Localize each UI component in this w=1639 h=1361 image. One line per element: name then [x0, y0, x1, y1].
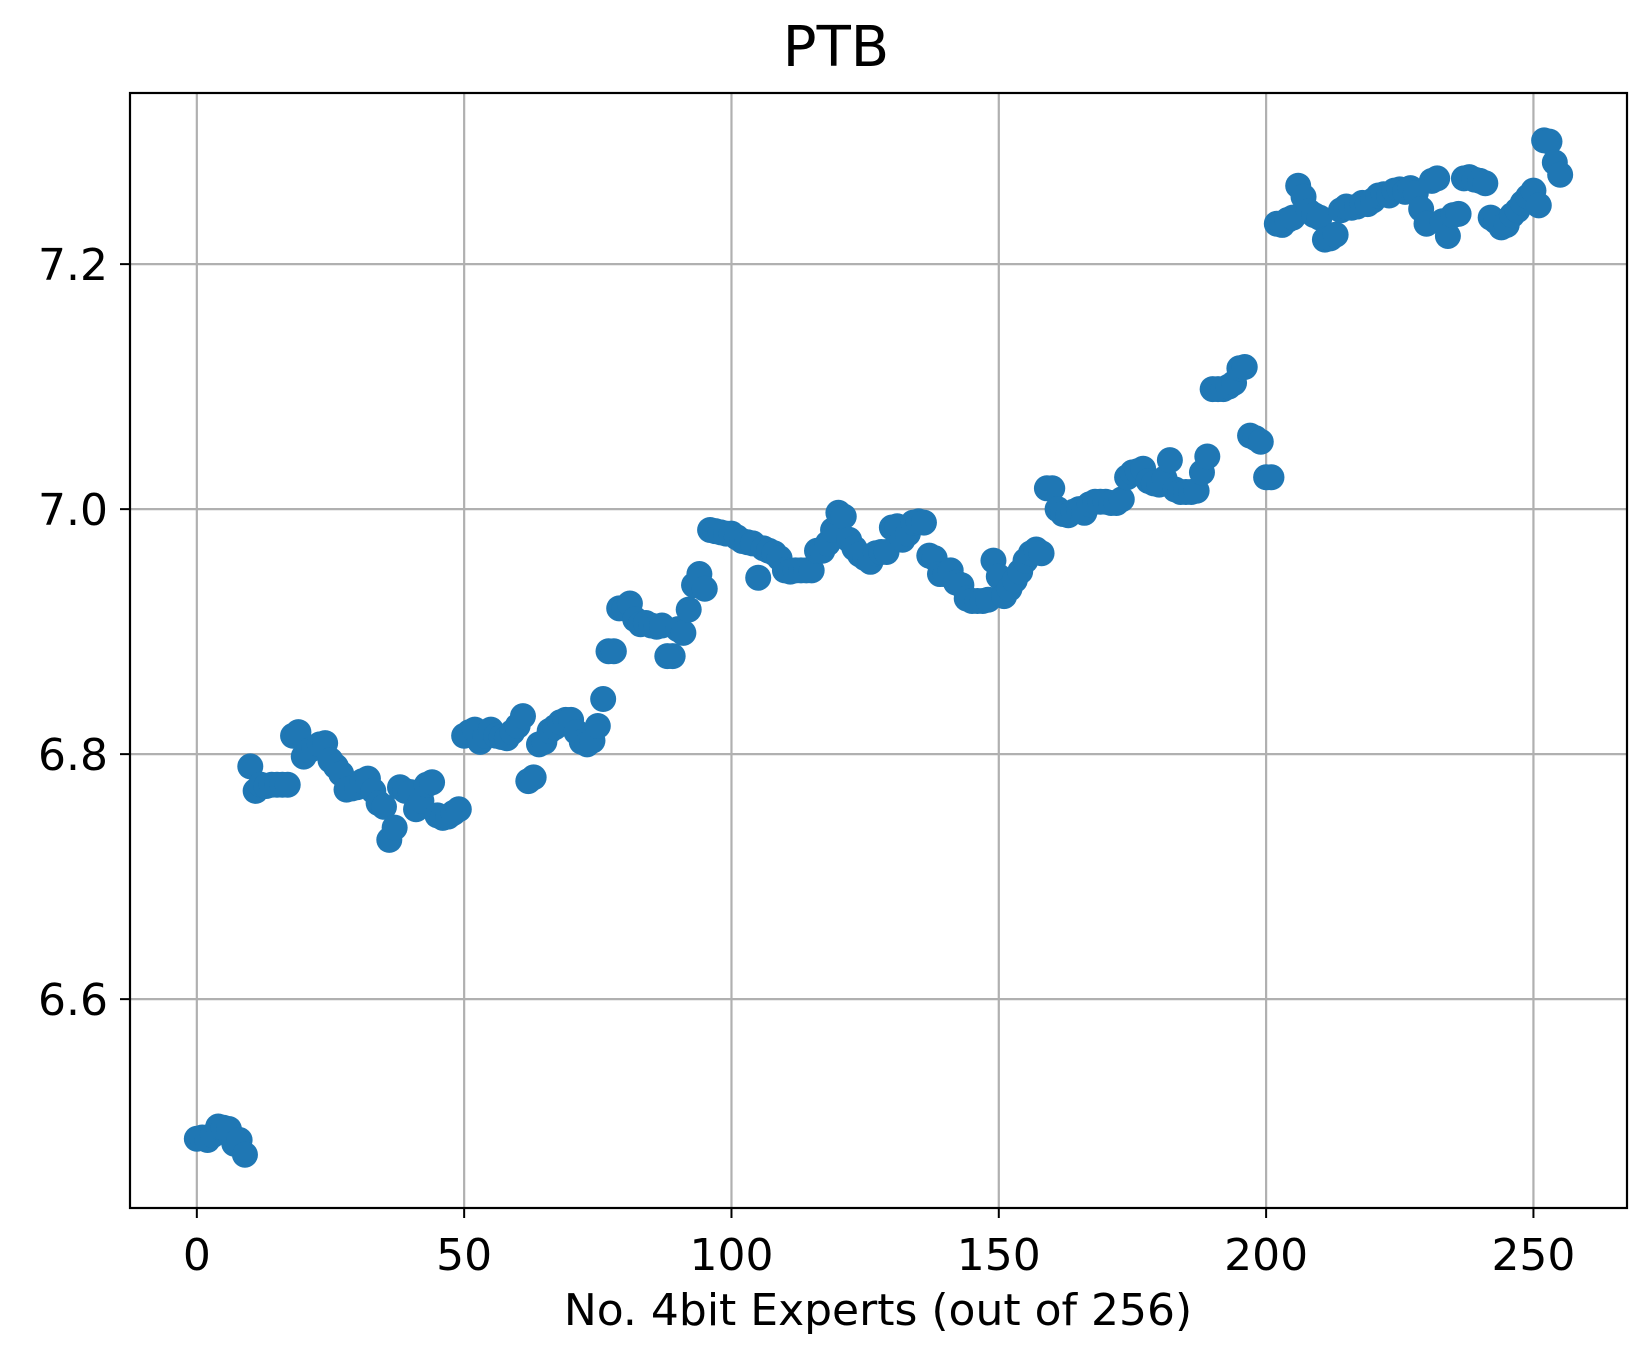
- data-point: [1445, 200, 1472, 227]
- x-axis-ticks: 0 50 100 150 200 250: [183, 1208, 1575, 1281]
- data-point: [274, 771, 301, 798]
- data-point: [1194, 443, 1221, 470]
- x-tick-label: 200: [1224, 1230, 1308, 1281]
- grid-lines: [130, 93, 1627, 1208]
- x-tick-label: 150: [957, 1230, 1041, 1281]
- x-tick-label: 100: [689, 1230, 773, 1281]
- data-point: [1039, 475, 1066, 502]
- data-point: [830, 503, 857, 530]
- data-point: [1247, 428, 1274, 455]
- data-point: [745, 564, 772, 591]
- x-tick-label: 50: [436, 1230, 492, 1281]
- data-point: [675, 596, 702, 623]
- data-point: [1306, 204, 1333, 231]
- data-point: [1434, 222, 1461, 249]
- plot-frame: [128, 91, 1629, 1210]
- data-points: [183, 127, 1574, 1168]
- data-point: [1472, 170, 1499, 197]
- data-point: [1258, 464, 1285, 491]
- data-point: [1231, 354, 1258, 381]
- data-point: [381, 814, 408, 841]
- data-point: [600, 638, 627, 665]
- data-point: [1525, 192, 1552, 219]
- data-point: [1028, 540, 1055, 567]
- data-point: [231, 1141, 258, 1168]
- y-tick-label: 6.8: [38, 730, 108, 781]
- data-point: [1156, 447, 1183, 474]
- data-point: [370, 793, 397, 820]
- data-point: [584, 712, 611, 739]
- data-point: [509, 703, 536, 730]
- chart-title: PTB: [783, 15, 889, 80]
- y-tick-label: 6.6: [38, 975, 108, 1026]
- data-point: [910, 509, 937, 536]
- y-axis-ticks: 6.6 6.8 7.0 7.2: [38, 240, 130, 1026]
- data-point: [590, 686, 617, 713]
- data-point: [520, 764, 547, 791]
- data-point: [798, 557, 825, 584]
- data-point: [1536, 128, 1563, 155]
- x-tick-label: 250: [1491, 1230, 1575, 1281]
- data-point: [1108, 486, 1135, 513]
- x-axis-label: No. 4bit Experts (out of 256): [564, 1285, 1192, 1336]
- data-point: [445, 796, 472, 823]
- data-point: [1322, 221, 1349, 248]
- data-point: [670, 619, 697, 646]
- data-point: [419, 769, 446, 796]
- y-tick-label: 7.0: [38, 485, 108, 536]
- data-point: [691, 575, 718, 602]
- y-tick-label: 7.2: [38, 240, 108, 291]
- data-point: [659, 643, 686, 670]
- data-point: [1424, 165, 1451, 192]
- x-tick-label: 0: [183, 1230, 211, 1281]
- data-point: [1547, 161, 1574, 188]
